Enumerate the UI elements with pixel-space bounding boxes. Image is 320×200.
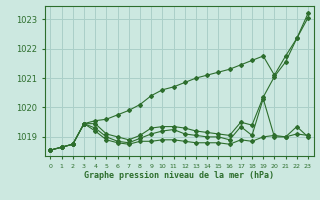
X-axis label: Graphe pression niveau de la mer (hPa): Graphe pression niveau de la mer (hPa) bbox=[84, 171, 274, 180]
